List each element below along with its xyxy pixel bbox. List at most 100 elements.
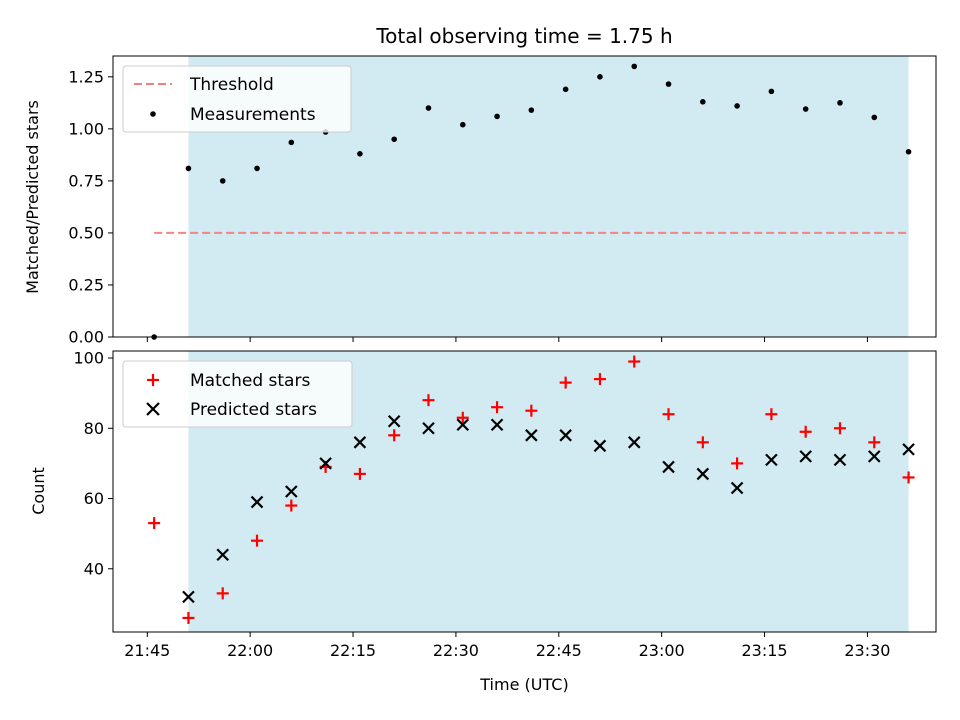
top-y-ticks: 0.00 0.25 0.50 0.75 1.00 1.25	[68, 67, 113, 347]
measurement-point	[631, 63, 638, 70]
y-tick-label: 0.25	[68, 275, 104, 294]
matched-star-point	[628, 355, 641, 368]
measurement-point	[597, 74, 603, 80]
y-tick-label: 0.50	[68, 223, 104, 242]
x-tick-label: 22:45	[536, 641, 582, 660]
measurement-point	[459, 121, 466, 128]
predicted-star-point	[353, 436, 367, 449]
predicted-star-point	[387, 414, 401, 428]
predicted-star-point	[593, 439, 607, 453]
predicted-legend-swatch	[146, 402, 160, 416]
x-tick-label: 22:30	[433, 641, 479, 660]
measurement-point	[700, 98, 706, 105]
measurement-point	[288, 139, 295, 146]
bottom-panel: 40 60 80 100 21:45 22:00 22:15 22:30 22:45 23:00…	[29, 349, 937, 694]
measurement-point	[665, 81, 672, 87]
matched-star-point	[593, 373, 606, 386]
matched-star-point	[868, 436, 881, 449]
measurement-point	[768, 88, 775, 95]
predicted-star-point	[765, 453, 778, 467]
x-tick-label: 21:45	[124, 641, 170, 660]
top-x-ticks	[146, 337, 868, 342]
x-axis-label: Time (UTC)	[479, 675, 568, 694]
matched-star-point	[456, 411, 469, 424]
matched-star-point	[731, 457, 744, 470]
top-legend: Threshold Measurements	[122, 65, 352, 133]
y-tick-label: 1.25	[68, 67, 104, 86]
top-y-axis-label: Matched/Predicted stars	[23, 100, 42, 294]
matched-star-point	[353, 467, 366, 480]
bottom-x-ticks: 21:45 22:00 22:15 22:30 22:45 23:00 23:15 23:30	[124, 632, 890, 660]
matched-star-point	[285, 499, 298, 512]
predicted-star-point	[662, 460, 675, 474]
matched-star-point	[799, 425, 812, 438]
matched-star-point	[148, 517, 161, 530]
measurement-point	[528, 107, 535, 113]
matched-star-point	[216, 587, 229, 600]
matched-star-point	[525, 404, 538, 417]
predicted-star-point	[319, 457, 332, 470]
predicted-star-point	[456, 418, 470, 432]
bottom-plot-frame	[112, 350, 937, 633]
predicted-star-point	[627, 436, 641, 449]
predicted-star-point	[559, 429, 572, 442]
measurement-point	[185, 165, 192, 172]
measurement-point	[357, 151, 363, 157]
matched-star-point	[388, 429, 401, 442]
matched-star-point	[765, 408, 778, 421]
measurements-legend-swatch	[150, 111, 156, 117]
x-tick-label: 23:30	[844, 641, 890, 660]
top-panel: 0.00 0.25 0.50 0.75 1.00 1.25 Total observing…	[23, 24, 937, 347]
x-tick-label: 22:15	[330, 641, 376, 660]
threshold-legend-label: Threshold	[189, 75, 274, 95]
matched-star-point	[696, 436, 709, 449]
x-tick-label: 23:15	[741, 641, 787, 660]
predicted-star-point	[490, 418, 504, 432]
y-tick-label: 1.00	[68, 119, 104, 138]
measurement-point	[219, 178, 226, 184]
measurement-point	[734, 103, 740, 109]
predicted-star-point	[867, 450, 881, 463]
y-tick-label: 60	[84, 489, 104, 508]
predicted-star-point	[799, 450, 812, 463]
predicted-legend-label: Predicted stars	[190, 400, 317, 420]
predicted-star-point	[525, 429, 538, 442]
measurement-point	[391, 136, 397, 143]
measurement-point	[802, 106, 809, 112]
measurement-point	[494, 113, 500, 120]
matched-legend-swatch	[147, 374, 159, 386]
top-chart-title: Total observing time = 1.75 h	[375, 24, 672, 48]
predicted-star-point	[285, 485, 298, 498]
measurements-legend-label: Measurements	[190, 105, 316, 125]
bottom-y-ticks: 40 60 80 100	[73, 349, 113, 578]
matched-star-point	[422, 394, 435, 407]
predicted-star-point	[422, 421, 435, 435]
top-plot-frame	[112, 55, 937, 338]
measurement-point	[562, 86, 569, 93]
y-tick-label: 40	[84, 559, 104, 578]
bottom-legend: Matched stars Predicted stars	[122, 360, 353, 428]
measurement-point	[837, 100, 843, 106]
measurement-point	[254, 165, 260, 172]
top-legend-box	[122, 65, 352, 133]
predicted-star-point	[902, 443, 915, 456]
matched-star-point	[182, 611, 195, 624]
bottom-series-layer	[148, 355, 915, 624]
predicted-star-point	[696, 467, 710, 481]
predicted-star-point	[182, 590, 195, 604]
y-tick-label: 0.75	[68, 171, 104, 190]
matched-star-point	[559, 376, 572, 389]
measurement-point	[905, 148, 912, 155]
bottom-y-axis-label: Count	[29, 467, 48, 515]
measurement-point	[425, 105, 432, 111]
matched-star-point	[491, 401, 504, 414]
predicted-star-point	[730, 481, 744, 495]
y-tick-label: 80	[84, 419, 104, 438]
matched-legend-label: Matched stars	[190, 371, 310, 391]
matched-star-point	[251, 534, 264, 547]
predicted-star-point	[833, 453, 847, 467]
predicted-star-point	[216, 548, 230, 562]
matched-star-point	[662, 408, 675, 421]
y-tick-label: 0.00	[68, 328, 104, 347]
